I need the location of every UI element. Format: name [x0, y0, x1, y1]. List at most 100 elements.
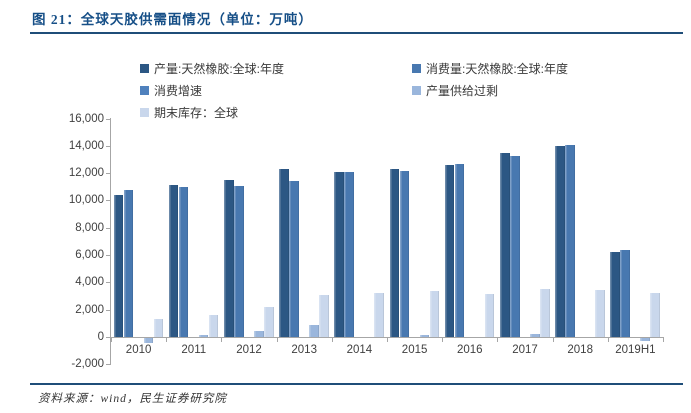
- legend-label: 期末库存：全球: [154, 106, 239, 120]
- bar-2010-series0: [113, 194, 124, 337]
- legend-item-0: 产量:天然橡胶:全球:年度: [140, 60, 412, 77]
- bar-2017-series1: [510, 156, 520, 337]
- legend-swatch-icon: [140, 108, 149, 117]
- x-axis-tick: [166, 338, 168, 342]
- y-axis-label: 12,000: [68, 167, 104, 180]
- x-axis-tick: [497, 338, 499, 342]
- bar-2016-series1: [454, 164, 465, 337]
- legend-swatch-icon: [140, 64, 149, 73]
- x-axis-tick: [607, 338, 609, 342]
- legend-label: 产量供给过剩: [426, 84, 499, 98]
- x-axis-label: 2017: [512, 344, 538, 356]
- chart-legend: 产量:天然橡胶:全球:年度 消费量:天然橡胶:全球:年度消费增速 产量供给过剩期末库…: [140, 60, 568, 121]
- bar-2018-series4: [595, 289, 605, 337]
- x-axis-label: 2018: [567, 344, 593, 356]
- x-axis-tick: [276, 338, 278, 342]
- x-axis-label: 2019H1: [615, 344, 656, 356]
- y-axis-line: [110, 117, 111, 366]
- bar-2011-series1: [178, 187, 189, 337]
- y-axis-tick: [106, 145, 111, 147]
- bar-2019H1-series0: [610, 252, 620, 337]
- source-note: 资料来源：wind，民生证券研究院: [38, 393, 227, 405]
- legend-swatch-icon: [140, 86, 149, 95]
- legend-item-4: 期末库存：全球: [140, 104, 412, 121]
- bar-2012-series3: [254, 330, 264, 337]
- title-divider: [30, 32, 683, 34]
- x-axis-label: 2013: [291, 344, 317, 356]
- y-axis-label: 6,000: [75, 249, 104, 262]
- legend-label: 消费量:天然橡胶:全球:年度: [426, 62, 569, 76]
- y-axis-label: 10,000: [68, 194, 104, 207]
- legend-item-1: 消费量:天然橡胶:全球:年度: [412, 60, 568, 77]
- bar-2010-series1: [123, 189, 134, 337]
- y-axis-label: 4,000: [75, 276, 104, 289]
- y-axis-label: 14,000: [68, 139, 104, 152]
- bar-2010-series4: [153, 319, 164, 337]
- legend-swatch-icon: [412, 64, 421, 73]
- bar-2018-series0: [555, 146, 565, 337]
- bar-2019H1-series1: [620, 249, 630, 337]
- y-axis-tick: [106, 282, 111, 284]
- y-axis-tick: [106, 173, 111, 175]
- bar-2017-series4: [540, 288, 550, 337]
- x-axis-tick: [663, 338, 664, 342]
- bar-2014-series0: [334, 171, 344, 337]
- legend-item-2: 消费增速: [140, 82, 412, 99]
- bar-2014-series1: [344, 171, 354, 337]
- x-axis-line: [110, 337, 664, 338]
- legend-swatch-icon: [412, 86, 421, 95]
- bar-2015-series0: [389, 169, 400, 337]
- x-axis-tick: [552, 338, 554, 342]
- legend-label: 产量:天然橡胶:全球:年度: [154, 62, 285, 76]
- bar-2016-series4: [484, 293, 495, 337]
- bar-2017-series3: [530, 333, 540, 337]
- legend-item-3: 产量供给过剩: [412, 82, 568, 99]
- bar-2014-series4: [374, 293, 384, 337]
- figure-title: 图 21：全球天胶供需面情况（单位：万吨）: [32, 12, 313, 27]
- bar-2015-series1: [399, 171, 410, 337]
- bar-2012-series0: [224, 179, 234, 337]
- x-axis-label: 2010: [125, 344, 152, 356]
- bar-2011-series3: [198, 334, 209, 337]
- y-axis-label: 8,000: [75, 221, 104, 234]
- x-axis-label: 2012: [236, 344, 262, 356]
- x-axis-label: 2015: [401, 344, 428, 356]
- x-axis-tick: [221, 338, 223, 342]
- y-axis-tick: [106, 364, 111, 366]
- bar-2010-series3: [143, 338, 154, 344]
- bar-2018-series1: [565, 145, 575, 337]
- bar-2019H1-series4: [650, 292, 660, 337]
- bar-2017-series0: [500, 152, 510, 337]
- bar-2013-series0: [279, 169, 289, 337]
- bar-2011-series4: [208, 315, 219, 337]
- bar-2013-series3: [309, 325, 319, 337]
- y-axis-label: 0: [97, 331, 104, 343]
- x-axis-tick: [442, 338, 444, 342]
- bar-2019H1-series3: [640, 338, 650, 341]
- y-axis-label: -2,000: [71, 358, 104, 371]
- y-axis-label: 2,000: [75, 303, 104, 316]
- bar-2015-series4: [429, 291, 440, 337]
- bar-2012-series1: [234, 186, 244, 337]
- y-axis-tick: [106, 200, 111, 202]
- y-axis-label: 16,000: [68, 112, 104, 125]
- bar-2012-series4: [264, 306, 274, 337]
- bar-2011-series0: [168, 184, 179, 337]
- legend-label: 消费增速: [154, 84, 203, 98]
- y-axis-tick: [106, 255, 111, 257]
- y-axis-tick: [106, 309, 111, 311]
- y-axis-tick: [106, 118, 111, 120]
- footer-divider: [30, 383, 683, 385]
- y-axis-tick: [106, 227, 111, 229]
- bar-2013-series1: [289, 180, 299, 337]
- x-axis-label: 2014: [346, 344, 373, 356]
- bar-2013-series4: [319, 294, 329, 337]
- x-axis-label: 2016: [456, 344, 483, 356]
- x-axis-tick: [111, 338, 112, 342]
- bar-2016-series0: [444, 164, 455, 337]
- x-axis-tick: [387, 338, 388, 342]
- x-axis-label: 2011: [181, 344, 207, 356]
- x-axis-tick: [331, 338, 333, 342]
- bar-2015-series3: [419, 334, 430, 337]
